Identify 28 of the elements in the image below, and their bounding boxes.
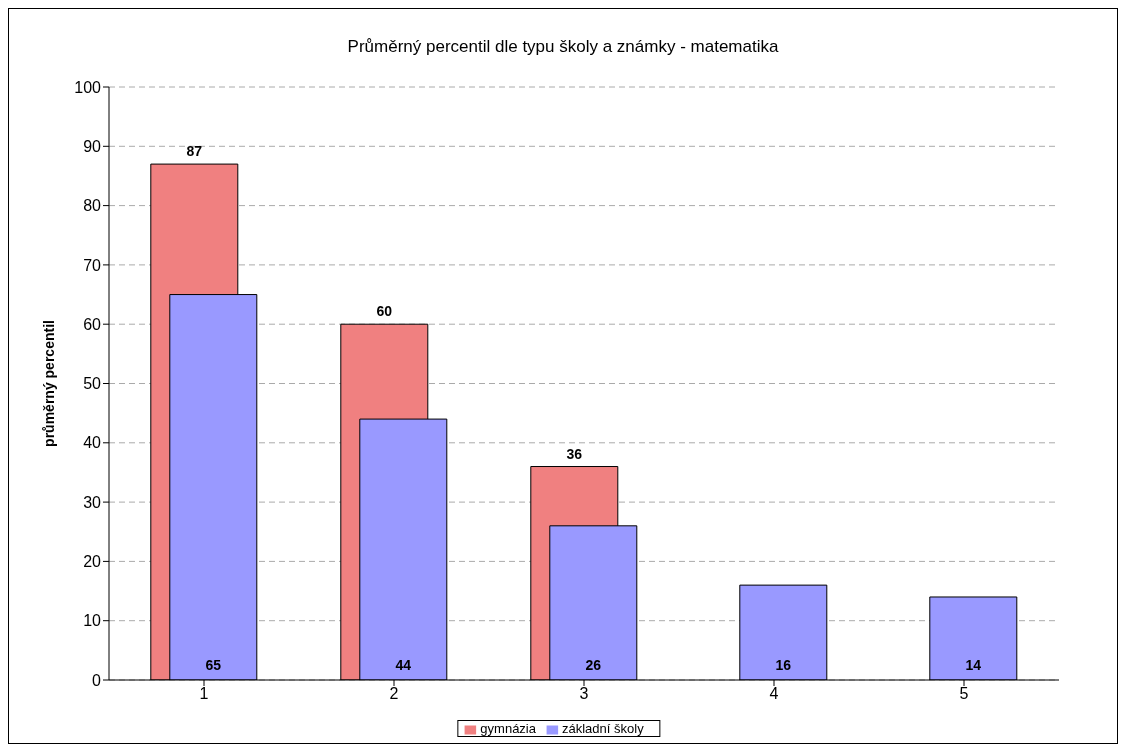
y-tick-label: 60 <box>83 315 102 333</box>
y-tick-label: 20 <box>83 553 102 571</box>
data-label: 16 <box>775 657 792 673</box>
data-label: 14 <box>965 657 982 673</box>
legend-label: základní školy <box>561 721 644 736</box>
y-tick-label: 70 <box>83 256 102 274</box>
data-label: 44 <box>395 657 412 673</box>
x-tick-label: 2 <box>389 685 399 703</box>
y-axis-title: průměrný percentil <box>40 320 57 447</box>
x-tick-label: 3 <box>579 685 589 703</box>
legend-label: gymnázia <box>480 721 536 736</box>
data-label: 60 <box>376 303 393 320</box>
chart-title: Průměrný percentil dle typu školy a známky - matematika <box>346 36 780 58</box>
x-tick-label: 4 <box>769 685 779 703</box>
y-tick-label: 50 <box>83 375 102 393</box>
y-tick-label: 90 <box>83 137 102 155</box>
y-tick-label: 80 <box>83 197 102 215</box>
data-label: 87 <box>186 143 203 160</box>
data-label: 36 <box>566 445 583 462</box>
x-tick-label: 1 <box>199 685 209 703</box>
x-tick-label: 5 <box>959 685 969 703</box>
y-tick-label: 30 <box>83 493 102 511</box>
y-tick-label: 10 <box>83 612 102 630</box>
y-tick-label: 0 <box>92 671 102 689</box>
y-tick-label: 100 <box>74 78 102 96</box>
data-label: 65 <box>205 657 222 673</box>
data-label: 26 <box>585 657 602 673</box>
y-tick-label: 40 <box>83 434 102 452</box>
